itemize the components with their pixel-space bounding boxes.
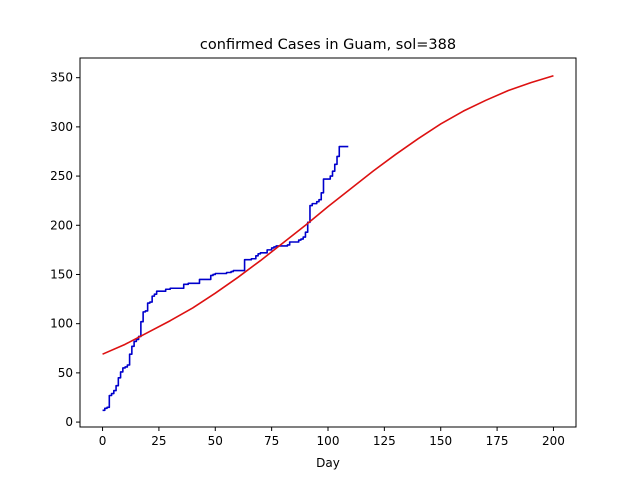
x-tick-label: 125 [373, 434, 396, 448]
y-tick-label: 350 [50, 71, 73, 85]
x-tick-label: 0 [99, 434, 107, 448]
chart-title: confirmed Cases in Guam, sol=388 [200, 37, 456, 53]
y-axis: 0 50 100 150 200 250 300 350 [50, 71, 80, 429]
y-tick-label: 250 [50, 169, 73, 183]
y-tick-label: 300 [50, 120, 73, 134]
x-tick-label: 200 [542, 434, 565, 448]
series-line-0 [102, 145, 349, 412]
plot-area [102, 74, 554, 412]
y-tick-label: 100 [50, 317, 73, 331]
x-tick-label: 50 [208, 434, 223, 448]
x-tick-label: 25 [151, 434, 166, 448]
x-axis-label: Day [316, 456, 340, 470]
y-tick-label: 50 [58, 366, 73, 380]
y-tick-label: 0 [65, 415, 73, 429]
x-tick-label: 150 [429, 434, 452, 448]
x-tick-label: 100 [317, 434, 340, 448]
y-tick-label: 150 [50, 267, 73, 281]
y-tick-label: 200 [50, 218, 73, 232]
x-tick-label: 175 [486, 434, 509, 448]
x-axis: 0 25 50 75 100 125 150 175 200 [99, 427, 565, 448]
plot-frame [79, 57, 577, 428]
series-line-1 [102, 74, 554, 355]
x-tick-label: 75 [264, 434, 279, 448]
